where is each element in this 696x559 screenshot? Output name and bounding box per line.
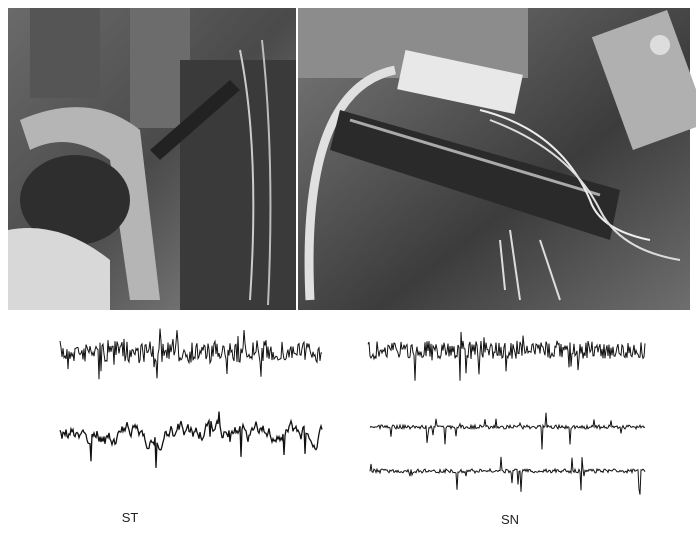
photo-left	[8, 8, 296, 310]
trace	[367, 331, 646, 381]
trace	[369, 456, 646, 495]
panel-label: ST	[122, 510, 139, 525]
panel-label: SN	[501, 512, 519, 527]
traces	[59, 328, 646, 495]
trace	[59, 328, 323, 380]
photo-right	[298, 8, 696, 310]
trace	[369, 412, 646, 450]
trace	[59, 411, 323, 468]
